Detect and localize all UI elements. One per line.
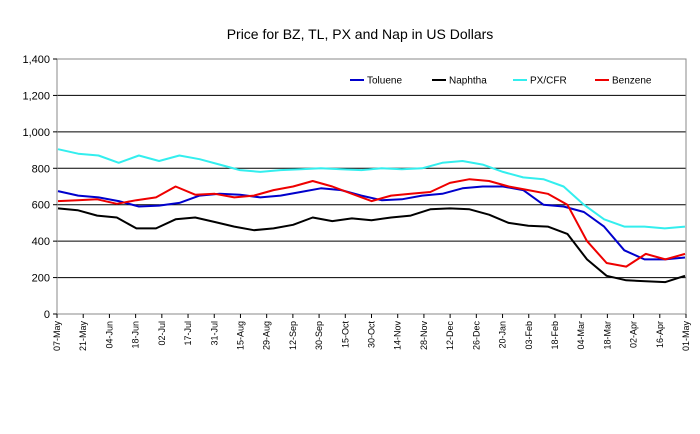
x-tick-label: 18-Jun: [131, 321, 141, 349]
x-tick-label: 26-Dec: [471, 321, 481, 351]
y-axis: 0 200 400 600 800 1,000 1,200 1,400: [22, 54, 57, 321]
series-line-benzene: [57, 178, 686, 268]
y-tick-label: 1,200: [22, 90, 50, 102]
x-tick-label: 02-Apr: [629, 321, 639, 348]
x-tick-label: 18-Mar: [602, 321, 612, 350]
y-tick-label: 600: [32, 200, 50, 212]
x-tick-label: 18-Feb: [550, 321, 560, 350]
x-tick-label: 12-Dec: [445, 321, 455, 351]
x-tick-label: 21-May: [78, 321, 88, 352]
x-tick-label: 04-Jun: [104, 321, 114, 349]
gridlines: [57, 94, 686, 279]
series-line-naphtha: [57, 207, 686, 284]
y-tick-label: 800: [32, 163, 50, 175]
x-tick-label: 28-Nov: [419, 321, 429, 351]
y-tick-label: 1,400: [22, 54, 50, 66]
series-lines: [57, 148, 686, 284]
x-tick-label: 20-Jan: [498, 321, 508, 349]
legend-label-naphtha: Naphtha: [449, 76, 487, 87]
x-tick-label: 29-Aug: [262, 321, 272, 350]
x-tick-label: 02-Jul: [157, 321, 167, 346]
x-tick-label: 07-May: [52, 321, 62, 352]
y-tick-label: 200: [32, 273, 50, 285]
x-tick-label: 03-Feb: [524, 321, 534, 350]
x-tick-label: 12-Sep: [288, 321, 298, 350]
chart-title: Price for BZ, TL, PX and Nap in US Dolla…: [227, 26, 494, 42]
legend-label-px-cfr: PX/CFR: [530, 76, 567, 87]
y-tick-label: 0: [44, 309, 50, 321]
x-tick-label: 14-Nov: [393, 321, 403, 351]
x-tick-label: 30-Oct: [367, 321, 377, 349]
x-tick-label: 15-Oct: [340, 321, 350, 349]
legend-label-benzene: Benzene: [612, 76, 652, 87]
x-tick-label: 31-Jul: [209, 321, 219, 346]
y-tick-label: 400: [32, 236, 50, 248]
series-line-toluene: [57, 185, 686, 261]
x-tick-label: 17-Jul: [183, 321, 193, 346]
x-tick-label: 30-Sep: [314, 321, 324, 350]
x-axis: 07-May 21-May 04-Jun 18-Jun 02-Jul 17-Jul 31-J…: [52, 314, 691, 351]
x-tick-label: 01-May: [681, 321, 691, 352]
legend: Toluene Naphtha PX/CFR Benzene: [350, 76, 652, 87]
legend-label-toluene: Toluene: [367, 76, 402, 87]
plot-area: [56, 58, 687, 315]
series-line-px-cfr: [57, 148, 686, 230]
y-tick-label: 1,000: [22, 127, 50, 139]
x-tick-label: 15-Aug: [235, 321, 245, 350]
x-tick-label: 04-Mar: [576, 321, 586, 350]
x-tick-label: 16-Apr: [655, 321, 665, 348]
